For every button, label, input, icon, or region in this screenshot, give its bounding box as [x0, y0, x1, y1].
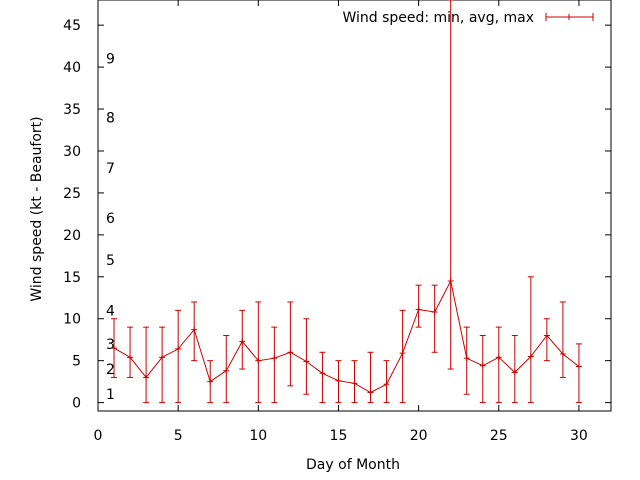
y-tick-label: 45 [63, 18, 81, 34]
y-tick-label: 30 [63, 144, 81, 160]
x-tick-label: 30 [570, 428, 588, 444]
x-tick-label: 25 [490, 428, 508, 444]
beaufort-label: 1 [106, 387, 115, 403]
beaufort-scale-labels: 1 2 3 4 5 6 7 8 9 [106, 52, 115, 404]
beaufort-label: 5 [106, 253, 115, 269]
beaufort-label: 8 [106, 110, 115, 126]
plot-area [111, 0, 582, 404]
beaufort-label: 2 [106, 362, 115, 378]
y-tick-label: 5 [72, 354, 81, 370]
x-tick-label: 5 [174, 428, 183, 444]
beaufort-label: 3 [106, 337, 115, 353]
legend-label: Wind speed: min, avg, max [342, 10, 534, 26]
beaufort-label: 9 [106, 52, 115, 68]
x-tick-label: 10 [249, 428, 267, 444]
legend: Wind speed: min, avg, max [342, 10, 594, 26]
beaufort-label: 6 [106, 211, 115, 227]
y-axis-label: Wind speed (kt - Beaufort) [29, 116, 45, 301]
y-tick-label: 10 [63, 312, 81, 328]
x-tick-label: 20 [410, 428, 428, 444]
beaufort-label: 7 [106, 161, 115, 177]
x-axis-label: Day of Month [306, 457, 400, 473]
plot-border [97, 0, 612, 412]
y-tick-label: 20 [63, 228, 81, 244]
y-tick-label: 25 [63, 186, 81, 202]
y-tick-label: 0 [72, 396, 81, 412]
y-tick-label: 15 [63, 270, 81, 286]
avg-line [113, 279, 580, 394]
x-tick-label: 0 [94, 428, 103, 444]
y-tick-label: 40 [63, 60, 81, 76]
y-tick-label: 35 [63, 102, 81, 118]
x-tick-label: 15 [330, 428, 348, 444]
beaufort-label: 4 [106, 303, 115, 319]
